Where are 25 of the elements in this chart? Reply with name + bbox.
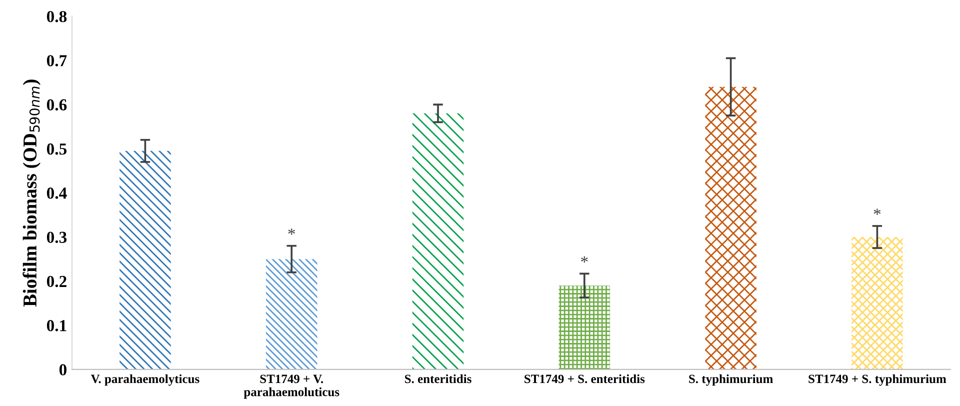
- y-tick-label: 0.2: [46, 276, 66, 288]
- y-axis-title: Biofilm biomass (OD$_{590nm}$): [22, 80, 40, 307]
- bar: [558, 286, 610, 370]
- y-tick-label: 0.3: [46, 232, 67, 244]
- bar: [852, 237, 903, 370]
- x-tick-label: ST1749 + S. typhimurium: [808, 374, 946, 386]
- bar: [412, 113, 464, 370]
- x-tick-label: S. typhimurium: [689, 374, 773, 386]
- annotation: *: [874, 208, 881, 215]
- x-tick-label: ST1749 + S. enteritidis: [524, 374, 645, 384]
- y-tick-label: 0.1: [46, 320, 66, 332]
- x-tick-label: S. enteritidis: [404, 374, 472, 384]
- y-tick-label: 0.7: [46, 55, 67, 66]
- y-tick-label: 0.5: [46, 143, 67, 155]
- bar: [705, 86, 756, 370]
- annotation: *: [288, 228, 295, 235]
- x-tick-label: V. parahaemolyticus: [90, 374, 200, 386]
- y-tick-label: 0.6: [46, 99, 67, 111]
- y-tick-label: 0.4: [46, 188, 67, 199]
- y-tick-label: 0.8: [46, 10, 67, 22]
- y-tick-label: 0: [59, 364, 67, 376]
- bar: [120, 150, 171, 370]
- annotation: *: [581, 256, 588, 263]
- x-tick-label: ST1749 + V. parahaemoluticus: [244, 374, 340, 399]
- bar: [266, 259, 318, 370]
